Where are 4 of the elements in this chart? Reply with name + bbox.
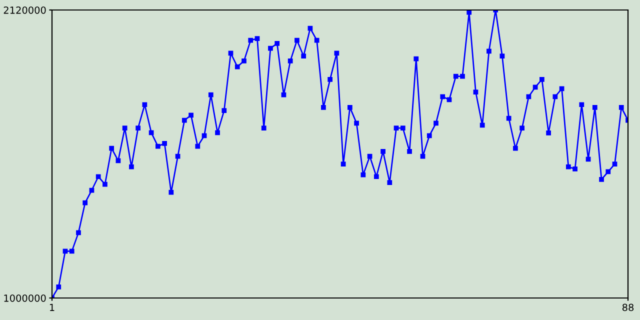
y-tick-label: 2120000 (4, 6, 46, 14)
x-tick-label: 1 (50, 304, 54, 311)
x-tick-label: 88 (622, 304, 634, 312)
y-tick-label: 1000000 (4, 294, 46, 302)
